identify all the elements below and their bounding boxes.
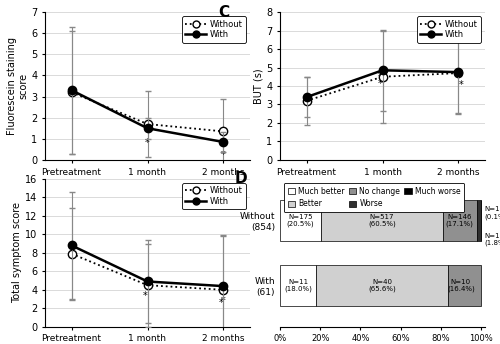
- Text: *: *: [378, 78, 382, 89]
- Legend: Without, With: Without, With: [182, 183, 246, 209]
- Text: N=175
(20.5%): N=175 (20.5%): [287, 214, 314, 227]
- Text: *: *: [145, 123, 150, 133]
- Y-axis label: Total symptom score: Total symptom score: [12, 202, 22, 303]
- Legend: Without, With: Without, With: [417, 16, 481, 43]
- Text: N=10
(16.4%): N=10 (16.4%): [447, 279, 475, 292]
- Y-axis label: BUT (s): BUT (s): [254, 68, 264, 104]
- Text: *: *: [143, 291, 148, 301]
- Text: *: *: [221, 150, 226, 160]
- Text: N=11
(18.0%): N=11 (18.0%): [284, 279, 312, 292]
- Bar: [448, 265, 481, 306]
- Text: N=1
(0.1%): N=1 (0.1%): [484, 206, 500, 220]
- Bar: [477, 200, 481, 241]
- Text: *: *: [458, 79, 463, 89]
- Text: C: C: [218, 4, 230, 20]
- Bar: [443, 200, 477, 241]
- Text: *: *: [221, 130, 226, 140]
- Text: N=40
(65.6%): N=40 (65.6%): [368, 279, 396, 292]
- Bar: [321, 200, 443, 241]
- Bar: [280, 200, 321, 241]
- Bar: [280, 265, 316, 306]
- Legend: Without, With: Without, With: [182, 16, 246, 43]
- Text: N=517
(60.5%): N=517 (60.5%): [368, 214, 396, 227]
- Bar: [316, 265, 448, 306]
- Y-axis label: Fluorescein staining
score: Fluorescein staining score: [6, 37, 29, 135]
- Text: N=15
(1.8%): N=15 (1.8%): [484, 233, 500, 246]
- Text: D: D: [235, 171, 248, 186]
- Text: *: *: [221, 296, 226, 306]
- Text: *: *: [145, 138, 150, 148]
- Text: *: *: [456, 67, 461, 77]
- Text: *: *: [378, 72, 382, 82]
- Text: *: *: [218, 298, 224, 308]
- Legend: Much better, Better, No change, Worse, Much worse: Much better, Better, No change, Worse, M…: [284, 183, 464, 212]
- Text: N=146
(17.1%): N=146 (17.1%): [446, 214, 473, 227]
